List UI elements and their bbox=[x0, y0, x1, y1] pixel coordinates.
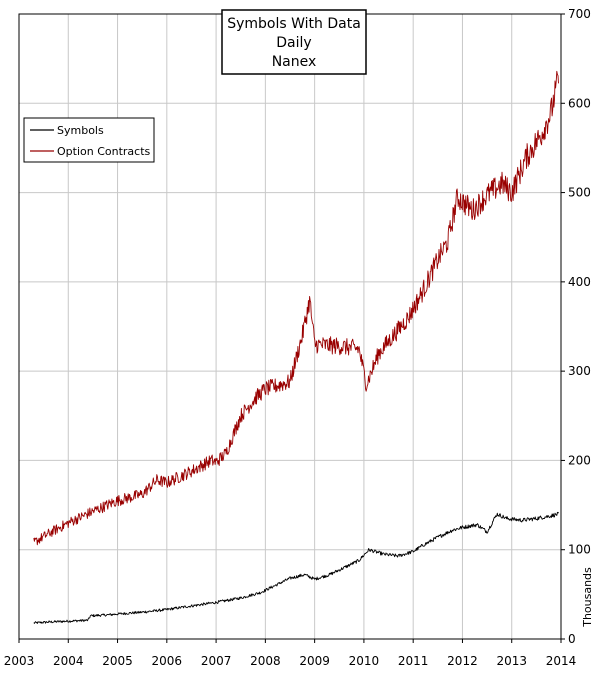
y-tick-label: 0 bbox=[568, 632, 576, 646]
x-tick-label: 2014 bbox=[546, 654, 577, 668]
y-tick-label: 600 bbox=[568, 96, 591, 110]
y-tick-label: 200 bbox=[568, 453, 591, 467]
x-tick-label: 2008 bbox=[250, 654, 281, 668]
x-tick-label: 2013 bbox=[496, 654, 527, 668]
y-tick-label: 500 bbox=[568, 186, 591, 200]
chart-title-line-1: Symbols With Data bbox=[227, 16, 361, 32]
title-box: Symbols With Data Daily Nanex bbox=[221, 9, 367, 75]
y-tick-label: 100 bbox=[568, 543, 591, 557]
y-tick-label: 700 bbox=[568, 7, 591, 21]
x-tick-label: 2009 bbox=[299, 654, 330, 668]
legend-label-symbols: Symbols bbox=[57, 124, 104, 137]
x-tick-label: 2003 bbox=[4, 654, 35, 668]
y-tick-label: 300 bbox=[568, 364, 591, 378]
legend: Symbols Option Contracts bbox=[23, 117, 155, 163]
x-tick-label: 2010 bbox=[349, 654, 380, 668]
y-tick-label: 400 bbox=[568, 275, 591, 289]
x-tick-label: 2011 bbox=[398, 654, 429, 668]
axis-layer: 2003 2004 2005 2006 2007 2008 2009 2010 2011 2012… bbox=[4, 7, 591, 668]
grid-layer bbox=[19, 14, 561, 639]
x-tick-label: 2004 bbox=[53, 654, 84, 668]
y-axis-title: Thousands bbox=[581, 567, 594, 628]
plot-frame bbox=[18, 13, 562, 640]
chart-title-line-2: Daily bbox=[276, 35, 311, 51]
series-line-option-contracts bbox=[33, 70, 559, 546]
series-line-symbols bbox=[33, 511, 559, 624]
legend-label-option-contracts: Option Contracts bbox=[57, 145, 151, 158]
x-tick-label: 2007 bbox=[201, 654, 232, 668]
series-layer bbox=[33, 70, 559, 624]
x-tick-label: 2012 bbox=[447, 654, 478, 668]
chart-title-line-3: Nanex bbox=[272, 54, 317, 70]
x-tick-label: 2005 bbox=[102, 654, 133, 668]
x-tick-label: 2006 bbox=[152, 654, 183, 668]
